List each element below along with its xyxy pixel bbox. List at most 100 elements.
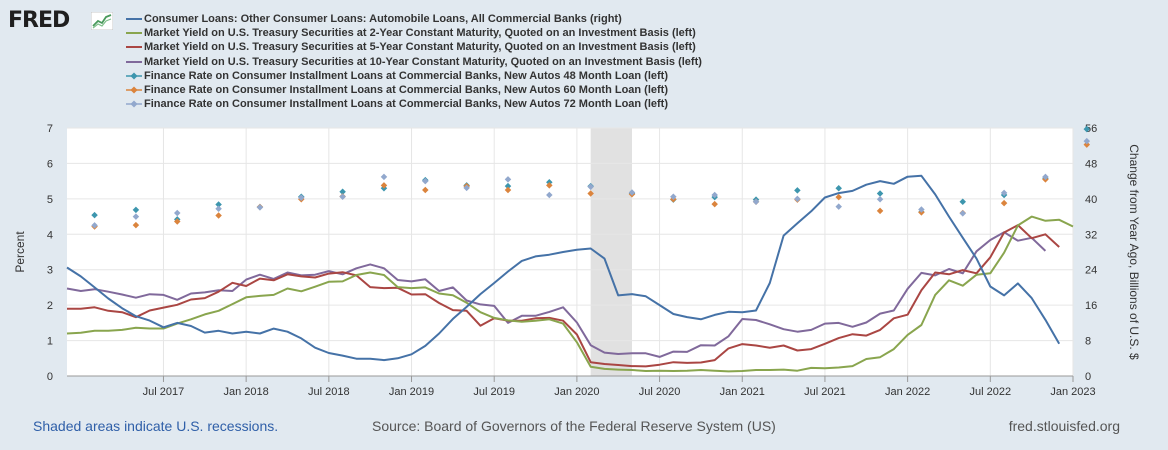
series-marker	[670, 193, 677, 200]
series-marker	[628, 189, 636, 196]
series-marker	[91, 222, 98, 229]
series-marker	[1000, 199, 1008, 207]
legend-label: Consumer Loans: Other Consumer Loans: Au…	[144, 13, 622, 26]
series-marker	[173, 218, 181, 225]
series-marker	[918, 206, 925, 213]
legend-marker-icon	[126, 72, 142, 80]
series-marker	[794, 195, 801, 203]
series-marker	[794, 187, 801, 194]
series-marker	[959, 210, 967, 217]
series-marker	[256, 204, 264, 211]
series-marker	[876, 207, 884, 215]
legend-label: Market Yield on U.S. Treasury Securities…	[144, 27, 696, 40]
y-left-tick-label: 5	[47, 194, 53, 206]
series-marker	[587, 183, 594, 191]
series-marker	[959, 198, 967, 205]
series-marker	[711, 200, 718, 208]
legend-item[interactable]: Market Yield on U.S. Treasury Securities…	[126, 55, 1146, 69]
series-marker	[1000, 189, 1008, 197]
x-tick-label: Jan 2018	[224, 386, 269, 398]
series-marker	[339, 193, 346, 200]
x-tick-label: Jul 2019	[473, 386, 515, 398]
series-line	[67, 224, 1060, 368]
legend-marker-icon	[126, 86, 142, 94]
series-marker	[504, 186, 512, 194]
chart-legend: Consumer Loans: Other Consumer Loans: Au…	[126, 12, 1146, 111]
series-marker	[504, 176, 512, 183]
recession-note: Shaded areas indicate U.S. recessions.	[33, 418, 279, 434]
y-left-tick-label: 3	[47, 265, 53, 277]
series-marker	[298, 194, 305, 202]
series-marker	[132, 213, 140, 220]
x-tick-label: Jul 2017	[143, 386, 185, 398]
series-line	[66, 215, 1074, 373]
legend-item[interactable]: Consumer Loans: Other Consumer Loans: Au…	[126, 12, 1146, 26]
legend-label: Finance Rate on Consumer Installment Loa…	[144, 98, 669, 111]
site-link[interactable]: fred.stlouisfed.org	[1008, 418, 1120, 434]
x-tick-label: Jan 2020	[554, 386, 599, 398]
legend-item[interactable]: Finance Rate on Consumer Installment Loa…	[126, 97, 1146, 111]
legend-line-icon	[126, 18, 142, 21]
series-marker	[215, 212, 222, 219]
series-marker	[173, 209, 181, 217]
y-left-tick-label: 4	[47, 229, 53, 241]
y-axis-left-title: Percent	[13, 231, 27, 273]
y-right-tick-label: 16	[1085, 300, 1097, 312]
x-tick-label: Jan 2023	[1050, 386, 1095, 398]
series-marker	[876, 190, 884, 197]
series-marker	[132, 206, 140, 214]
series-marker	[215, 201, 222, 208]
series-marker	[752, 198, 760, 205]
series-marker	[835, 203, 842, 210]
y-left-tick-label: 2	[47, 300, 53, 312]
x-tick-label: Jul 2022	[970, 386, 1012, 398]
legend-line-icon	[126, 32, 142, 35]
series-marker	[422, 177, 429, 185]
fred-logo-graph-icon	[91, 12, 113, 30]
series-marker	[463, 184, 470, 192]
legend-item[interactable]: Market Yield on U.S. Treasury Securities…	[126, 40, 1146, 54]
x-tick-label: Jan 2019	[389, 386, 434, 398]
series-marker	[339, 188, 346, 196]
series-marker	[835, 184, 842, 192]
legend-label: Market Yield on U.S. Treasury Securities…	[144, 55, 702, 68]
x-tick-label: Jan 2021	[720, 386, 765, 398]
series-line	[66, 174, 1061, 362]
recession-shading	[590, 128, 633, 376]
y-left-tick-label: 7	[47, 123, 53, 135]
series-marker	[91, 211, 98, 219]
series-marker	[711, 191, 718, 199]
y-right-tick-label: 32	[1085, 229, 1097, 241]
y-right-tick-label: 48	[1085, 158, 1097, 170]
legend-item[interactable]: Finance Rate on Consumer Installment Loa…	[126, 83, 1146, 97]
series-marker	[876, 195, 884, 203]
legend-label: Finance Rate on Consumer Installment Loa…	[144, 84, 669, 97]
y-left-tick-label: 6	[47, 158, 53, 170]
series-line	[66, 231, 1047, 358]
y-right-tick-label: 0	[1085, 371, 1091, 383]
legend-label: Market Yield on U.S. Treasury Securities…	[144, 41, 696, 54]
x-tick-label: Jan 2022	[885, 386, 930, 398]
series-marker	[1083, 137, 1091, 145]
y-axis-right-title: Change from Year Ago, Billions of U.S. $	[1127, 144, 1141, 360]
series-marker	[215, 205, 222, 213]
series-marker	[132, 221, 140, 229]
series-marker	[422, 186, 429, 194]
source-note: Source: Board of Governors of the Federa…	[372, 418, 776, 434]
x-tick-label: Jul 2021	[804, 386, 846, 398]
fred-logo[interactable]: FRED	[8, 8, 70, 33]
y-right-tick-label: 56	[1085, 123, 1097, 135]
y-left-tick-label: 1	[47, 336, 53, 348]
x-tick-label: Jul 2020	[639, 386, 681, 398]
series-marker	[587, 190, 594, 197]
x-tick-label: Jul 2018	[308, 386, 350, 398]
series-marker	[380, 173, 388, 181]
legend-item[interactable]: Market Yield on U.S. Treasury Securities…	[126, 26, 1146, 40]
plot-area	[67, 128, 1073, 376]
legend-line-icon	[126, 46, 142, 49]
legend-label: Finance Rate on Consumer Installment Loa…	[144, 69, 669, 82]
y-right-tick-label: 24	[1085, 265, 1097, 277]
legend-item[interactable]: Finance Rate on Consumer Installment Loa…	[126, 69, 1146, 83]
chart-svg: 0 0 1 8 2 16 3 24 4 32 5 40 6 48 7 56 Jul 2017 Jan 2018 Ju…	[13, 123, 1141, 398]
y-left-tick-label: 0	[47, 371, 53, 383]
